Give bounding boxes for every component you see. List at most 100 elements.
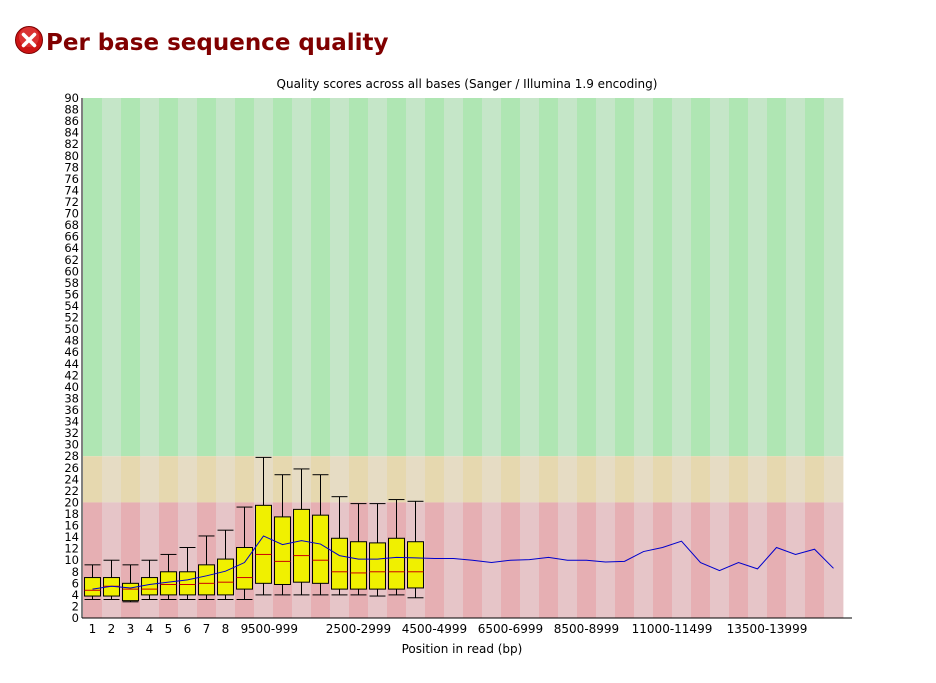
box-position-9 xyxy=(236,506,253,601)
zone-band-good xyxy=(615,98,635,457)
y-tick-label: 82 xyxy=(64,137,79,151)
zone-band-warn xyxy=(501,456,521,503)
y-tick-label: 64 xyxy=(64,241,79,255)
y-tick-label: 36 xyxy=(64,403,79,417)
x-tick-labels: 1 2 3 4 5 6 7 8 9 500-999 2500-2999 4500-4999 6500-6… xyxy=(89,622,808,636)
x-axis-title: Position in read (bp) xyxy=(402,642,523,656)
zone-band-good xyxy=(235,98,255,457)
y-tick-label: 68 xyxy=(64,218,79,232)
box-position-4 xyxy=(141,559,158,601)
zone-band-warn xyxy=(672,456,692,503)
x-tick-label: 9 xyxy=(241,622,249,636)
box-position-11 xyxy=(274,474,291,596)
interquartile-box xyxy=(350,541,367,590)
zone-band-warn xyxy=(558,456,578,503)
x-tick-label: 8500-8999 xyxy=(554,622,619,636)
y-tick-label: 72 xyxy=(64,195,79,209)
zone-band-warn xyxy=(748,456,768,503)
zone-band-good xyxy=(330,98,350,457)
y-tick-label: 84 xyxy=(64,126,79,140)
zone-band-warn xyxy=(140,456,160,503)
zone-band-warn xyxy=(197,456,217,503)
zone-band-good xyxy=(292,98,312,457)
zone-band-good xyxy=(824,98,844,457)
zone-band-fail xyxy=(653,502,673,618)
zone-band-warn xyxy=(767,456,787,503)
zone-band-good xyxy=(634,98,654,457)
zone-band-warn xyxy=(710,456,730,503)
zone-band-warn xyxy=(520,456,540,503)
zone-band-good xyxy=(767,98,787,457)
zone-band-fail xyxy=(672,502,692,618)
zone-band-warn xyxy=(615,456,635,503)
zone-band-good xyxy=(539,98,559,457)
axes xyxy=(81,98,852,619)
zone-band-good xyxy=(748,98,768,457)
interquartile-box xyxy=(255,504,272,584)
zone-band-warn xyxy=(83,456,103,503)
zone-band-fail xyxy=(482,502,502,618)
zone-band-fail xyxy=(520,502,540,618)
mean-quality-line xyxy=(92,535,834,590)
y-tick-label: 46 xyxy=(64,345,79,359)
y-tick-label: 38 xyxy=(64,391,79,405)
zone-band-warn xyxy=(349,456,369,503)
interquartile-box xyxy=(407,541,424,589)
y-tick-label: 58 xyxy=(64,276,79,290)
interquartile-box xyxy=(312,514,329,584)
zone-band-good xyxy=(273,98,293,457)
y-tick-label: 0 xyxy=(72,611,79,625)
y-tick-labels: 0246810121416182022242628303234363840424… xyxy=(64,91,79,625)
y-tick-label: 76 xyxy=(64,172,79,186)
y-tick-label: 62 xyxy=(64,253,79,267)
zone-band-fail xyxy=(729,502,749,618)
box-position-1 xyxy=(84,564,101,601)
zone-band-fail xyxy=(691,502,711,618)
zone-band-good xyxy=(672,98,692,457)
y-tick-label: 70 xyxy=(64,207,79,221)
zone-band-good xyxy=(596,98,616,457)
y-tick-label: 90 xyxy=(64,91,79,105)
interquartile-box xyxy=(369,542,386,590)
zone-band-warn xyxy=(539,456,559,503)
box-position-17 xyxy=(388,499,405,596)
y-tick-label: 42 xyxy=(64,368,79,382)
zone-band-warn xyxy=(805,456,825,503)
y-tick-label: 6 xyxy=(72,576,79,590)
y-tick-label: 22 xyxy=(64,484,79,498)
y-tick-label: 20 xyxy=(64,495,79,509)
y-tick-label: 16 xyxy=(64,519,79,533)
y-tick-label: 40 xyxy=(64,380,79,394)
zone-band-good xyxy=(501,98,521,457)
zone-band-warn xyxy=(330,456,350,503)
y-tick-label: 28 xyxy=(64,449,79,463)
x-tick-label: 13500-13999 xyxy=(727,622,808,636)
zone-band-fail xyxy=(767,502,787,618)
y-tick-label: 48 xyxy=(64,334,79,348)
interquartile-box xyxy=(293,508,310,583)
zone-band-good xyxy=(482,98,502,457)
interquartile-box xyxy=(217,558,234,596)
zone-band-fail xyxy=(748,502,768,618)
zone-band-good xyxy=(349,98,369,457)
zone-band-good xyxy=(425,98,445,457)
zone-band-good xyxy=(368,98,388,457)
interquartile-box xyxy=(331,537,348,590)
x-tick-label: 2500-2999 xyxy=(326,622,391,636)
x-tick-label: 500-999 xyxy=(248,622,298,636)
y-tick-label: 60 xyxy=(64,264,79,278)
y-tick-label: 56 xyxy=(64,287,79,301)
y-tick-label: 78 xyxy=(64,160,79,174)
zone-band-warn xyxy=(729,456,749,503)
x-tick-label: 5 xyxy=(165,622,173,636)
y-tick-label: 12 xyxy=(64,542,79,556)
y-tick-label: 24 xyxy=(64,472,79,486)
y-tick-label: 44 xyxy=(64,357,79,371)
y-tick-label: 74 xyxy=(64,183,79,197)
zone-band-good xyxy=(444,98,464,457)
zone-band-good xyxy=(520,98,540,457)
zone-band-warn xyxy=(444,456,464,503)
zone-band-good xyxy=(140,98,160,457)
x-tick-label: 3 xyxy=(127,622,135,636)
